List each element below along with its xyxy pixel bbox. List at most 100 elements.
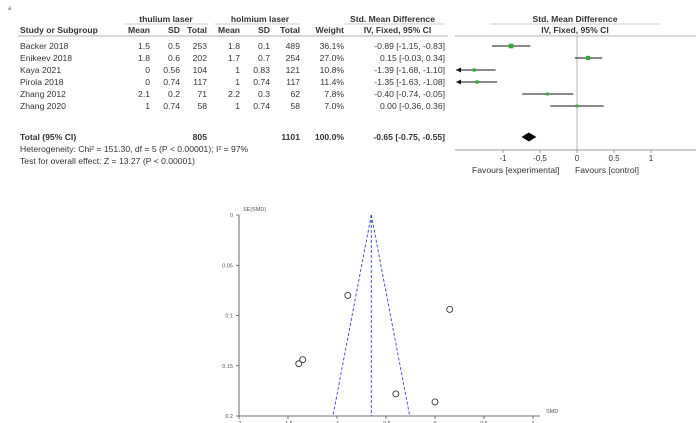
mean1-cell: 2.1 xyxy=(138,89,150,99)
total2-cell: 121 xyxy=(285,65,300,75)
total-label: Total (95% CI) xyxy=(20,132,77,142)
total2-cell: 62 xyxy=(290,89,300,99)
forest-tick-label: 0 xyxy=(575,154,580,163)
total2-cell: 117 xyxy=(286,77,300,87)
total1-cell: 71 xyxy=(197,89,207,99)
group1-header: thulium laser xyxy=(139,14,193,24)
forest-tick-label: 1 xyxy=(649,154,654,163)
study-point xyxy=(431,398,439,406)
funnel-y-tick-label: 0.05 xyxy=(222,263,233,269)
header-study: Study or Subgroup xyxy=(20,25,98,35)
funnel-x-tick-label: -1.5 xyxy=(283,421,292,423)
header-sd1: SD xyxy=(168,25,180,35)
ci-cell: 0.15 [-0.03, 0.34] xyxy=(380,53,445,63)
mean2-cell: 2.2 xyxy=(228,89,240,99)
total2-cell: 489 xyxy=(285,41,300,51)
favours-experimental: Favours [experimental] xyxy=(472,165,560,175)
funnel-right-limit xyxy=(370,214,411,417)
plot-subtitle: IV, Fixed, 95% CI xyxy=(541,25,609,35)
study-name: Pirola 2018 xyxy=(20,77,64,87)
study-point xyxy=(446,306,454,313)
funnel-x-label: SMD xyxy=(546,409,558,415)
funnel-left-limit xyxy=(332,214,372,417)
study-point xyxy=(295,360,303,368)
sd1-cell: 0.74 xyxy=(163,77,180,87)
funnel-x-tick-label: 1 xyxy=(531,421,534,423)
total1-cell: 202 xyxy=(192,53,207,63)
study-name: Zhang 2012 xyxy=(20,89,66,99)
mean2-cell: 1.7 xyxy=(228,53,240,63)
mean2-cell: 1 xyxy=(235,101,240,111)
study-point xyxy=(344,291,352,299)
sd1-cell: 0.5 xyxy=(168,41,180,51)
study-name: Kaya 2021 xyxy=(20,65,62,75)
weight-cell: 36.1% xyxy=(319,41,344,51)
sd1-cell: 0.6 xyxy=(168,53,180,63)
funnel-y-label: SE(SMD) xyxy=(243,207,266,213)
ci-arrow xyxy=(456,67,461,73)
effect-square xyxy=(508,43,514,49)
total1-cell: 58 xyxy=(197,101,207,111)
total-ci: -0.65 [-0.75, -0.55] xyxy=(373,132,445,142)
ci-arrow xyxy=(456,79,461,85)
header-sd2: SD xyxy=(258,25,270,35)
total1-cell: 253 xyxy=(192,41,207,51)
ci-cell: -0.89 [-1.15, -0.83] xyxy=(374,41,445,51)
total-weight: 100.0% xyxy=(314,132,344,142)
weight-cell: 7.0% xyxy=(324,101,344,111)
ci-cell: -0.40 [-0.74, -0.05] xyxy=(374,89,445,99)
effect-square xyxy=(545,92,549,96)
total1-cell: 104 xyxy=(192,65,207,75)
header-weight: Weight xyxy=(315,25,344,35)
ci-cell: -1.35 [-1.63, -1.08] xyxy=(374,77,445,87)
forest-tick-label: -1 xyxy=(499,154,507,163)
funnel-x-tick-label: -2 xyxy=(237,421,242,423)
study-name: Zhang 2020 xyxy=(20,101,66,111)
forest-tick-label: -0.5 xyxy=(533,154,547,163)
funnel-y-tick-label: 0.15 xyxy=(222,364,233,370)
header-total1: Total xyxy=(187,25,207,35)
mean2-cell: 1 xyxy=(235,65,240,75)
funnel-y-tick-label: 0 xyxy=(230,213,233,219)
mean1-cell: 1.8 xyxy=(138,53,150,63)
sd1-cell: 0.74 xyxy=(163,101,180,111)
sd1-cell: 0.2 xyxy=(168,89,180,99)
mean2-cell: 1.8 xyxy=(228,41,240,51)
funnel-x-tick-label: -0.5 xyxy=(381,421,390,423)
ci-cell: -1.39 [-1.68, -1.10] xyxy=(374,65,445,75)
mean1-cell: 0 xyxy=(145,65,150,75)
effect-title: Std. Mean Difference xyxy=(349,14,435,24)
weight-cell: 27.0% xyxy=(319,53,344,63)
weight-cell: 11.4% xyxy=(320,77,344,87)
mean1-cell: 1 xyxy=(145,101,150,111)
favours-control: Favours [control] xyxy=(575,165,639,175)
study-point xyxy=(299,356,307,364)
sd2-cell: 0.83 xyxy=(253,65,270,75)
study-point xyxy=(392,390,400,398)
weight-cell: 10.8% xyxy=(319,65,344,75)
header-total2: Total xyxy=(280,25,300,35)
total1-sum: 805 xyxy=(192,132,207,142)
sd2-cell: 0.74 xyxy=(253,101,270,111)
total1-cell: 117 xyxy=(193,77,207,87)
mean1-cell: 0 xyxy=(145,77,150,87)
sd2-cell: 0.3 xyxy=(258,89,270,99)
weight-cell: 7.8% xyxy=(324,89,344,99)
header-effect-sub: IV, Fixed, 95% CI xyxy=(363,25,432,35)
mean2-cell: 1 xyxy=(235,77,240,87)
ci-cell: 0.00 [-0.36, 0.36] xyxy=(380,101,445,111)
funnel-y-tick-label: 0.2 xyxy=(225,414,233,420)
sd2-cell: 0.74 xyxy=(253,77,270,87)
total2-sum: 1101 xyxy=(281,132,300,142)
total2-cell: 58 xyxy=(290,101,300,111)
total2-cell: 254 xyxy=(285,53,300,63)
pooled-diamond xyxy=(521,132,537,142)
funnel-y-tick-label: 0.1 xyxy=(225,314,233,320)
group2-header: holmium laser xyxy=(230,14,290,24)
sd1-cell: 0.56 xyxy=(163,65,180,75)
effect-square xyxy=(575,104,579,108)
study-name: Enikeev 2018 xyxy=(20,53,73,63)
funnel-x-tick-label: 0 xyxy=(433,421,436,423)
